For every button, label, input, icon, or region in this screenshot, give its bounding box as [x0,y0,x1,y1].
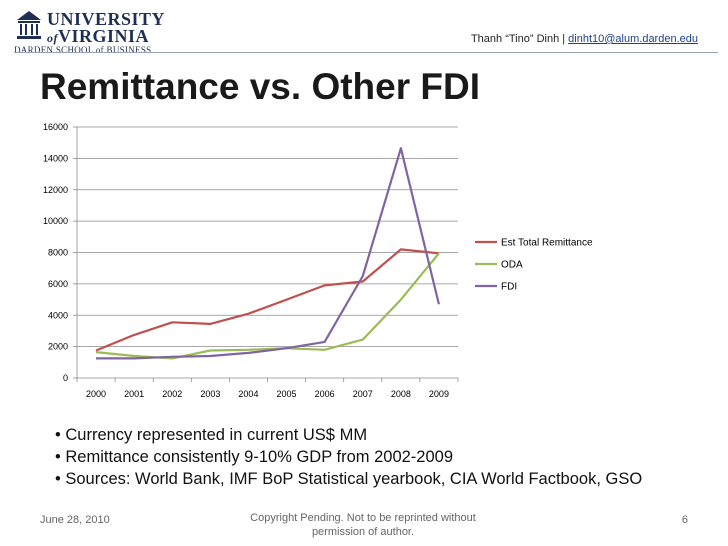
y-tick-label: 14000 [43,153,68,163]
footer-copyright: Copyright Pending. Not to be reprinted w… [250,512,476,538]
x-axis: 2000 2001 2002 2003 2004 2005 2006 2007 2008 2009 [76,377,459,399]
x-tick-label: 2002 [162,389,182,399]
y-tick-label: 0 [63,373,68,383]
remittance-line-chart: 16000 14000 12000 10000 8000 6000 4000 2000 0 20… [43,122,593,399]
y-tick-label: 4000 [48,310,68,320]
logo-virginia-word: VIRGINIA [58,26,150,46]
y-tick-label: 12000 [43,185,68,195]
logo-school-text: DARDEN SCHOOL of BUSINESS [14,45,152,55]
note-remittance: • Remittance consistently 9-10% GDP from… [55,448,453,466]
note-currency: • Currency represented in current US$ MM [55,426,368,444]
y-tick-label: 10000 [43,216,68,226]
x-tick-label: 2001 [124,389,144,399]
legend-label: FDI [501,282,517,293]
note-sources: • Sources: World Bank, IMF BoP Statistic… [55,470,643,488]
notes-list: • Currency represented in current US$ MM… [55,424,642,490]
y-tick-label: 6000 [48,279,68,289]
footer-date: June 28, 2010 [40,514,110,526]
y-tick-label: 8000 [48,248,68,258]
x-tick-label: 2008 [391,389,411,399]
x-tick-label: 2007 [353,389,373,399]
chart-gridlines [77,126,458,348]
author-name: Thanh “Tino” Dinh | [470,33,569,45]
rotunda-icon [17,11,41,39]
university-logo: UNIVERSITY ofVIRGINIA DARDEN SCHOOL of B… [14,8,165,55]
x-tick-label: 2004 [238,389,258,399]
slide-title: Remittance vs. Other FDI [40,66,481,107]
x-tick-label: 2006 [315,389,335,399]
header-divider [14,52,718,53]
series-line-0 [95,248,440,352]
x-tick-label: 2009 [429,389,449,399]
legend-label: ODA [501,260,523,271]
x-tick-label: 2003 [200,389,220,399]
series-line-2 [96,147,440,360]
author-credit: Thanh “Tino” Dinh | dinht10@alum.darden.… [471,33,698,45]
x-tick-label: 2000 [86,389,106,399]
logo-university-text: UNIVERSITY [47,9,166,29]
y-tick-label: 16000 [43,122,68,132]
page-number: 6 [681,514,688,526]
x-tick-label: 2005 [277,389,297,399]
y-tick-label: 2000 [48,342,68,352]
chart-series [95,147,440,360]
legend-label: Est Total Remittance [501,238,593,249]
author-email-link[interactable]: dinht10@alum.darden.edu [568,33,698,45]
logo-of-text: of [47,31,58,45]
y-axis: 16000 14000 12000 10000 8000 6000 4000 2000 0 [43,122,78,383]
logo-virginia-text: ofVIRGINIA [47,26,149,47]
chart-legend: Est Total Remittance ODA FDI [475,238,593,293]
